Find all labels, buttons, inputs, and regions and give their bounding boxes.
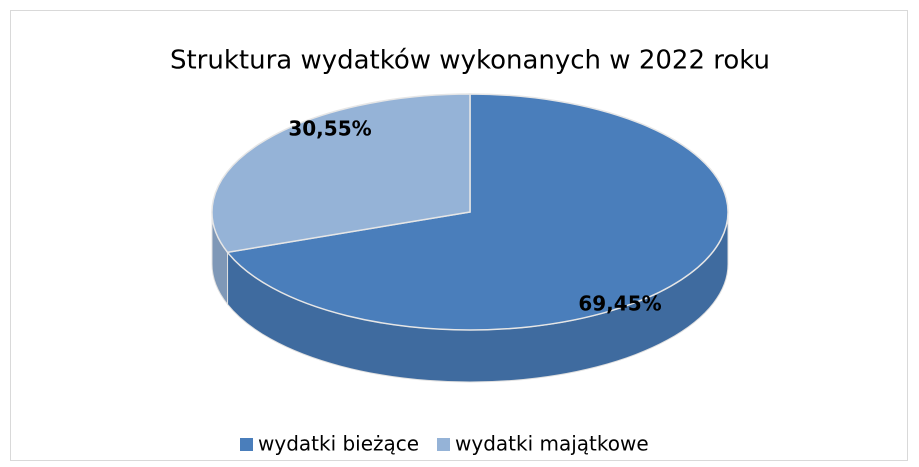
- legend-swatch: [437, 438, 450, 451]
- slice: [211, 93, 471, 254]
- data-label: 69,45%: [578, 292, 661, 316]
- chart-title: Struktura wydatków wykonanych w 2022 rok…: [170, 46, 770, 76]
- legend-label: wydatki majątkowe: [455, 432, 649, 456]
- legend-label: wydatki bieżące: [258, 432, 419, 456]
- data-label: 30,55%: [288, 117, 371, 141]
- slice: [226, 93, 729, 331]
- legend-swatch: [240, 438, 253, 451]
